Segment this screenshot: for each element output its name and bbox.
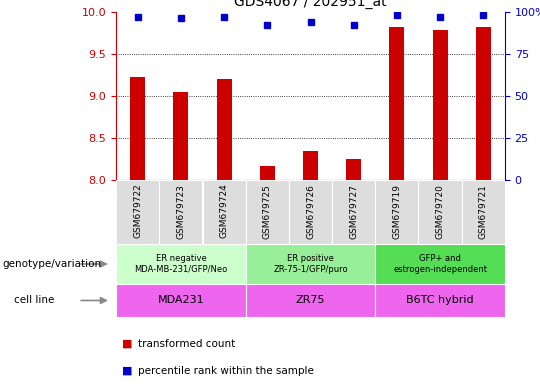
Bar (173, 92, 188, 180)
Bar (260, 166, 275, 180)
Bar (303, 151, 318, 180)
Bar (462, 180, 505, 244)
Bar (476, 27, 491, 180)
Bar (375, 180, 418, 244)
Text: ■: ■ (122, 366, 132, 376)
Text: ■: ■ (122, 339, 132, 349)
Bar (116, 180, 159, 244)
Text: GSM679724: GSM679724 (220, 184, 228, 238)
Bar (246, 284, 375, 317)
Text: ER positive
ZR-75-1/GFP/puro: ER positive ZR-75-1/GFP/puro (273, 254, 348, 274)
Text: GSM679723: GSM679723 (177, 184, 185, 238)
Bar (246, 244, 375, 284)
Bar (433, 30, 448, 180)
Text: GSM679719: GSM679719 (393, 184, 401, 238)
Bar (130, 78, 145, 180)
Bar (389, 27, 404, 180)
Text: GSM679727: GSM679727 (349, 184, 358, 238)
Text: GSM679722: GSM679722 (133, 184, 142, 238)
Title: GDS4067 / 202951_at: GDS4067 / 202951_at (234, 0, 387, 9)
Bar (217, 79, 232, 180)
Text: MDA231: MDA231 (158, 295, 204, 306)
Bar (332, 180, 375, 244)
Text: B6TC hybrid: B6TC hybrid (406, 295, 474, 306)
Bar (159, 180, 202, 244)
Bar (289, 180, 332, 244)
Bar (116, 244, 246, 284)
Text: GSM679720: GSM679720 (436, 184, 444, 238)
Text: transformed count: transformed count (138, 339, 235, 349)
Bar (375, 244, 505, 284)
Text: GSM679725: GSM679725 (263, 184, 272, 238)
Bar (246, 180, 289, 244)
Bar (375, 284, 505, 317)
Text: percentile rank within the sample: percentile rank within the sample (138, 366, 314, 376)
Text: genotype/variation: genotype/variation (3, 259, 102, 269)
Text: ZR75: ZR75 (296, 295, 325, 306)
Bar (418, 180, 462, 244)
Text: GFP+ and
estrogen-independent: GFP+ and estrogen-independent (393, 254, 487, 274)
Text: GSM679721: GSM679721 (479, 184, 488, 238)
Text: cell line: cell line (14, 295, 54, 306)
Bar (346, 159, 361, 180)
Bar (202, 180, 246, 244)
Text: GSM679726: GSM679726 (306, 184, 315, 238)
Text: ER negative
MDA-MB-231/GFP/Neo: ER negative MDA-MB-231/GFP/Neo (134, 254, 227, 274)
Bar (116, 284, 246, 317)
